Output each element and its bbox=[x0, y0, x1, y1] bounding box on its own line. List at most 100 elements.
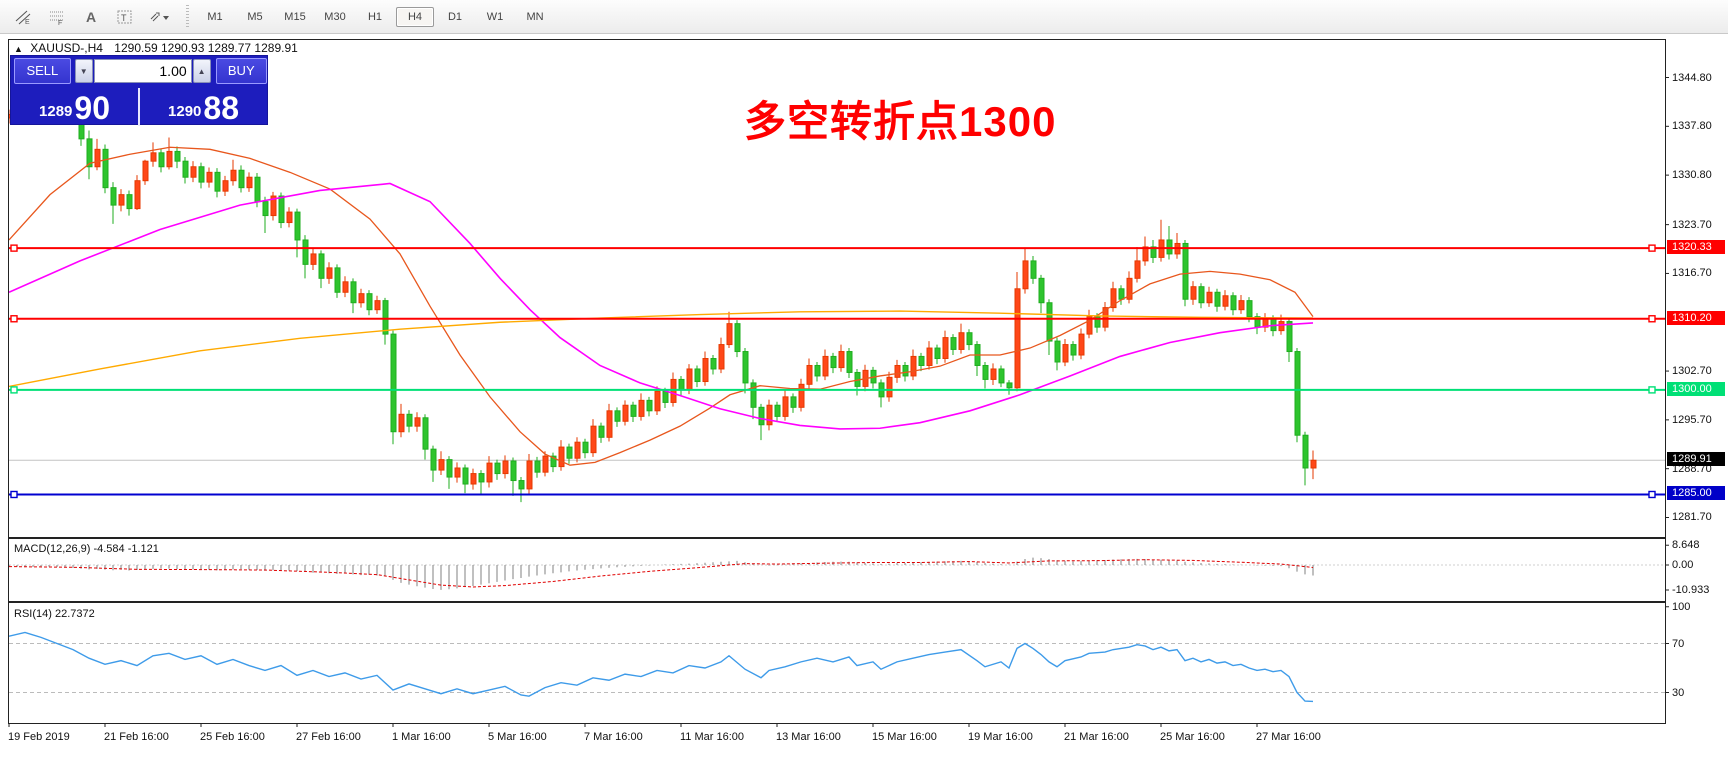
candle bbox=[1302, 434, 1309, 469]
timeframe-d1[interactable]: D1 bbox=[447, 10, 463, 23]
sell-price-display[interactable]: 1289 90 bbox=[11, 86, 138, 126]
candle bbox=[958, 332, 965, 350]
candle bbox=[806, 364, 813, 385]
candle bbox=[798, 383, 805, 408]
price-axis-label: 1295.70 bbox=[1672, 413, 1712, 426]
equidistant-channel-icon[interactable]: E bbox=[8, 4, 38, 30]
line-handle[interactable] bbox=[10, 490, 18, 499]
candle bbox=[494, 462, 501, 475]
time-axis-label: 15 Mar 16:00 bbox=[872, 731, 937, 743]
buy-price-display[interactable]: 1290 88 bbox=[140, 86, 267, 126]
ma-fast-line[interactable] bbox=[9, 146, 1314, 466]
candle bbox=[838, 351, 845, 369]
candle bbox=[142, 160, 149, 182]
candle bbox=[734, 323, 741, 353]
candle bbox=[182, 160, 189, 178]
ma-mid-line[interactable] bbox=[9, 182, 1314, 430]
candle bbox=[726, 323, 733, 346]
timeframe-h4[interactable]: H4 bbox=[396, 6, 434, 27]
candle bbox=[214, 171, 221, 192]
candle bbox=[1142, 246, 1149, 262]
macd-label: MACD(12,26,9) -4.584 -1.121 bbox=[14, 543, 159, 555]
candle bbox=[1014, 288, 1021, 389]
volume-input[interactable] bbox=[93, 59, 192, 83]
candle bbox=[550, 455, 557, 468]
candle bbox=[654, 390, 661, 412]
candle bbox=[766, 404, 773, 426]
candle bbox=[486, 462, 493, 483]
sell-button[interactable]: SELL bbox=[14, 58, 71, 84]
candle bbox=[366, 293, 373, 311]
line-handle[interactable] bbox=[1648, 315, 1656, 323]
ma-slow-line[interactable] bbox=[9, 310, 1314, 388]
line-handle[interactable] bbox=[10, 386, 18, 394]
candle bbox=[150, 152, 157, 162]
cycle-lines-icon[interactable] bbox=[144, 4, 174, 30]
candle bbox=[638, 399, 645, 417]
volume-increase-button[interactable]: ▲ bbox=[192, 59, 211, 83]
timeframe-m15[interactable]: M15 bbox=[284, 10, 306, 23]
candle bbox=[470, 473, 477, 485]
price-tag-1310.20: 1310.20 bbox=[1667, 310, 1725, 325]
macd-signal-line bbox=[9, 559, 1314, 588]
line-handle[interactable] bbox=[1648, 490, 1656, 499]
price-axis-label: 1344.80 bbox=[1672, 71, 1712, 84]
time-axis-label: 21 Mar 16:00 bbox=[1064, 731, 1129, 743]
line-handle[interactable] bbox=[10, 315, 18, 323]
candle bbox=[326, 267, 333, 279]
candle bbox=[558, 446, 565, 468]
candle bbox=[310, 253, 317, 265]
candle bbox=[1102, 307, 1109, 328]
line-handle[interactable] bbox=[1648, 244, 1656, 252]
candle bbox=[678, 378, 685, 391]
price-axis-label: 1302.70 bbox=[1672, 365, 1712, 378]
text-icon[interactable]: A bbox=[85, 8, 97, 25]
candle bbox=[406, 413, 413, 427]
collapse-icon[interactable]: ▲ bbox=[14, 44, 23, 54]
candle bbox=[758, 406, 765, 426]
candle bbox=[238, 169, 245, 189]
candle bbox=[318, 253, 325, 279]
candle bbox=[1206, 291, 1213, 304]
timeframe-w1[interactable]: W1 bbox=[486, 10, 504, 23]
candle bbox=[206, 171, 213, 183]
candle bbox=[270, 195, 277, 217]
candle bbox=[1214, 291, 1221, 307]
candle bbox=[414, 417, 421, 427]
candle bbox=[926, 347, 933, 366]
volume-decrease-button[interactable]: ▼ bbox=[74, 59, 93, 83]
timeframe-m5[interactable]: M5 bbox=[247, 10, 263, 23]
candle bbox=[1222, 295, 1229, 307]
timeframe-h1[interactable]: H1 bbox=[367, 10, 383, 23]
line-handle[interactable] bbox=[1648, 386, 1656, 394]
main-chart-frame[interactable] bbox=[8, 39, 1666, 538]
candle bbox=[1182, 242, 1189, 300]
candle bbox=[526, 460, 533, 490]
candle bbox=[950, 337, 957, 350]
sell-price-handle: 1289 bbox=[39, 103, 73, 120]
candle bbox=[990, 368, 997, 380]
candle bbox=[718, 344, 725, 370]
candle bbox=[350, 281, 357, 304]
fibonacci-grid-icon[interactable]: F bbox=[42, 4, 72, 30]
candle bbox=[534, 460, 541, 473]
candle bbox=[846, 351, 853, 373]
candle bbox=[822, 355, 829, 377]
timeframe-mn[interactable]: MN bbox=[526, 10, 544, 23]
text-label-icon[interactable]: T bbox=[110, 4, 140, 30]
candle bbox=[302, 239, 309, 265]
line-handle[interactable] bbox=[10, 244, 18, 252]
timeframe-m30[interactable]: M30 bbox=[324, 10, 346, 23]
candle bbox=[1190, 286, 1197, 300]
candle bbox=[1278, 321, 1285, 332]
candle bbox=[294, 211, 301, 241]
candle bbox=[502, 460, 509, 475]
rsi-panel-frame[interactable] bbox=[8, 602, 1666, 724]
macd-panel-frame[interactable] bbox=[8, 538, 1666, 602]
candle bbox=[166, 150, 173, 168]
candle bbox=[286, 211, 293, 224]
timeframe-m1[interactable]: M1 bbox=[207, 10, 223, 23]
buy-button[interactable]: BUY bbox=[215, 58, 267, 84]
